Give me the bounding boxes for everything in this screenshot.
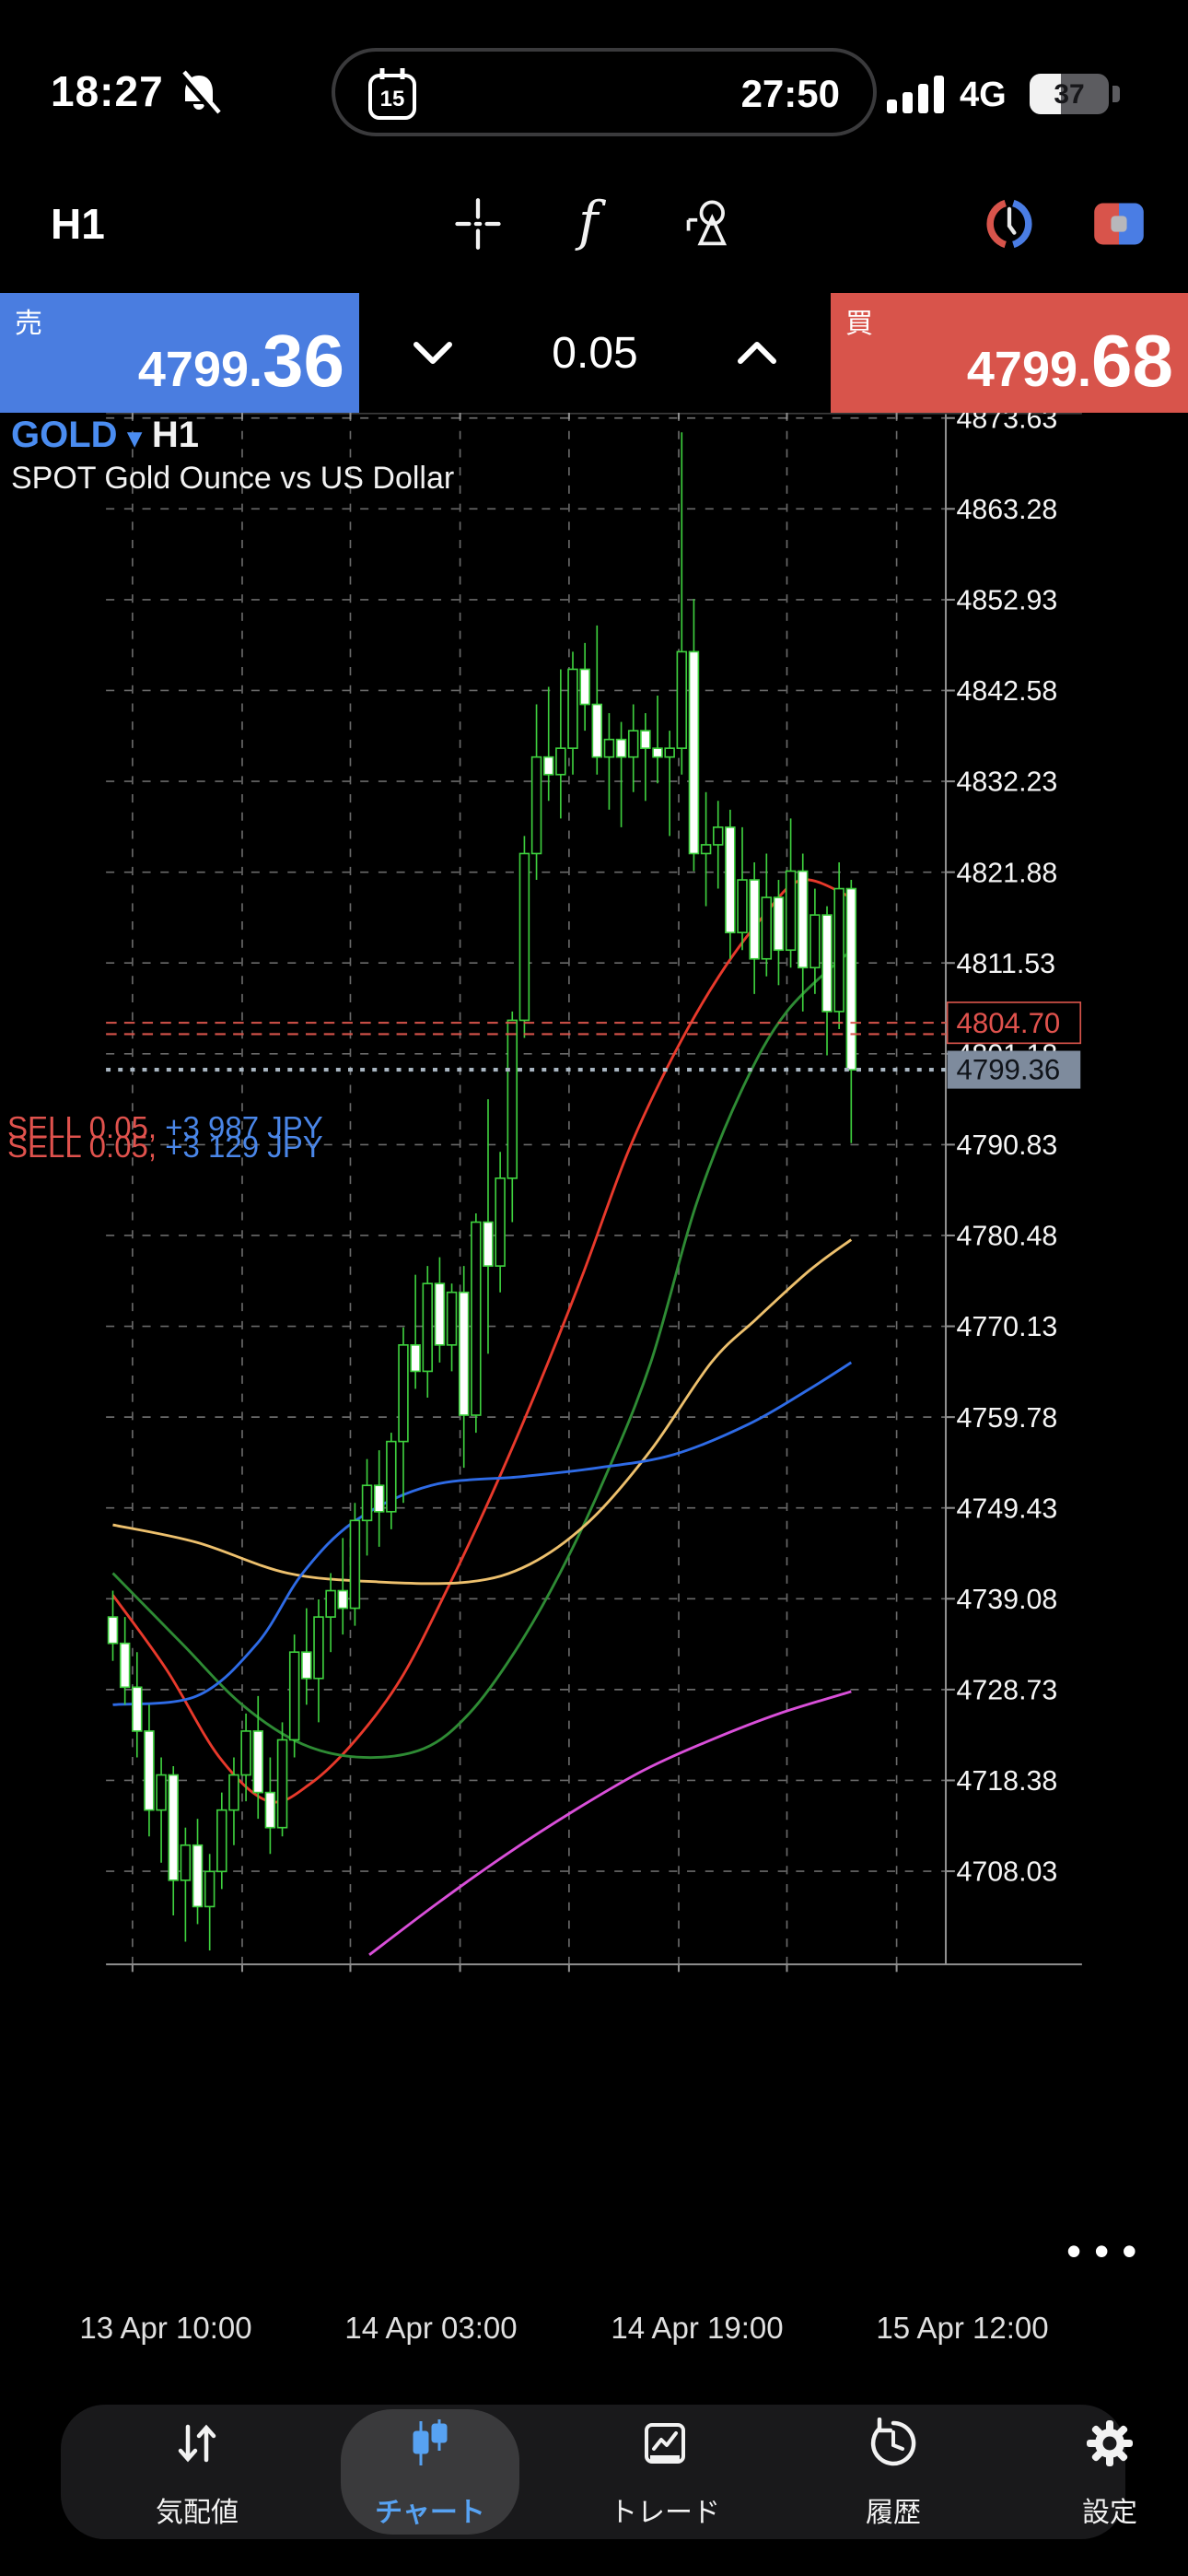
trade-icon bbox=[645, 2423, 685, 2464]
chart-nav-icon bbox=[413, 2419, 448, 2465]
chevron-down-icon bbox=[413, 342, 452, 364]
chart-more-button[interactable]: ••• bbox=[1066, 2227, 1150, 2275]
svg-text:4708.03: 4708.03 bbox=[957, 1856, 1058, 1888]
sell-price-frac: 36 bbox=[262, 320, 344, 402]
nav-item-history[interactable]: 履歴 bbox=[806, 2405, 981, 2539]
battery-nub bbox=[1112, 86, 1120, 102]
svg-text:4728.73: 4728.73 bbox=[957, 1675, 1058, 1706]
sell-price-main: 4799. bbox=[137, 342, 263, 397]
indicators-icon[interactable]: f bbox=[578, 190, 599, 252]
svg-text:4842.58: 4842.58 bbox=[957, 675, 1058, 707]
date-tick: 15 Apr 12:00 bbox=[876, 2311, 1049, 2345]
candle-countdown: 27:50 bbox=[740, 72, 840, 115]
date-tick: 14 Apr 19:00 bbox=[611, 2311, 784, 2345]
svg-text:4790.83: 4790.83 bbox=[957, 1130, 1058, 1161]
quotes-icon bbox=[178, 2424, 216, 2463]
nav-item-quotes[interactable]: 気配値 bbox=[110, 2405, 285, 2539]
live-activity-pill[interactable]: 15 27:50 bbox=[332, 48, 877, 136]
sell-button[interactable]: 売 4799. 36 bbox=[0, 293, 359, 413]
sell-label: 売 bbox=[15, 309, 42, 339]
signal-bars-icon bbox=[887, 76, 944, 113]
volume-decrease-button[interactable] bbox=[359, 293, 507, 413]
network-type: 4G bbox=[960, 76, 1007, 114]
buy-label: 買 bbox=[845, 309, 873, 339]
status-time: 18:27 bbox=[51, 67, 164, 115]
svg-text:4804.70: 4804.70 bbox=[957, 1007, 1061, 1039]
svg-text:4873.63: 4873.63 bbox=[957, 413, 1058, 434]
chart-timeframe: H1 bbox=[151, 415, 199, 455]
trading-sessions-icon[interactable] bbox=[982, 196, 1037, 252]
date-tick: 13 Apr 10:00 bbox=[79, 2311, 252, 2345]
battery-percent: 37 bbox=[1054, 79, 1085, 110]
nav-item-trade[interactable]: トレード bbox=[577, 2405, 752, 2539]
svg-text:4863.28: 4863.28 bbox=[957, 494, 1058, 525]
ma-red bbox=[111, 878, 852, 1804]
volume-value[interactable]: 0.05 bbox=[552, 328, 638, 378]
settings-gear-icon bbox=[1087, 2420, 1133, 2466]
svg-text:4759.78: 4759.78 bbox=[957, 1402, 1058, 1434]
battery-icon: 37 bbox=[1030, 74, 1109, 114]
symbol-selector[interactable]: GOLD ▾ H1 bbox=[11, 415, 199, 456]
nav-active-pill bbox=[341, 2409, 519, 2535]
ma-green bbox=[111, 949, 853, 1760]
ma-blue bbox=[112, 1361, 853, 1706]
position-label: SELL 0.05, +3 987 JPY bbox=[7, 1110, 323, 1144]
objects-icon[interactable] bbox=[681, 196, 736, 252]
crosshair-icon[interactable] bbox=[450, 196, 506, 252]
buy-button[interactable]: 買 4799. 68 bbox=[831, 293, 1188, 413]
svg-text:4770.13: 4770.13 bbox=[957, 1311, 1058, 1342]
svg-text:4811.53: 4811.53 bbox=[957, 948, 1056, 979]
ma-magenta bbox=[368, 1690, 852, 1956]
buy-price-frac: 68 bbox=[1091, 320, 1173, 402]
chart-canvas[interactable]: 4873.63 4863.28 4852.93 4842.58 4832.23 4821.… bbox=[0, 413, 1188, 2313]
svg-text:4739.08: 4739.08 bbox=[957, 1584, 1058, 1615]
symbol-description: SPOT Gold Ounce vs US Dollar bbox=[11, 461, 455, 496]
history-icon bbox=[870, 2418, 916, 2466]
chevron-up-icon bbox=[738, 342, 776, 364]
symbol-dropdown-icon: ▾ bbox=[127, 423, 142, 453]
depth-of-market-icon[interactable] bbox=[1091, 196, 1147, 252]
date-tick: 14 Apr 03:00 bbox=[344, 2311, 518, 2345]
position-label: SELL 0.05, +3 129 JPY bbox=[7, 1130, 323, 1164]
volume-increase-button[interactable] bbox=[683, 293, 831, 413]
nav-item-chart[interactable]: チャート bbox=[343, 2405, 518, 2539]
buy-price-main: 4799. bbox=[966, 342, 1092, 397]
calendar-day: 15 bbox=[379, 87, 405, 111]
ma-yellow bbox=[112, 1238, 853, 1586]
svg-text:4780.48: 4780.48 bbox=[957, 1221, 1058, 1252]
bottom-nav: 気配値 チャート トレード bbox=[61, 2405, 1137, 2539]
symbol-name: GOLD bbox=[11, 415, 118, 455]
bell-muted-icon bbox=[179, 70, 221, 117]
battery-fill bbox=[1030, 74, 1062, 114]
svg-text:4852.93: 4852.93 bbox=[957, 585, 1058, 616]
calendar-icon bbox=[368, 68, 416, 120]
timeframe-button[interactable]: H1 bbox=[51, 200, 105, 248]
volume-stepper: 0.05 bbox=[359, 293, 831, 413]
svg-text:4832.23: 4832.23 bbox=[957, 767, 1058, 798]
trade-panel: 売 4799. 36 0.05 買 4799. 68 bbox=[0, 293, 1188, 413]
svg-text:4718.38: 4718.38 bbox=[957, 1765, 1058, 1797]
svg-text:4799.36: 4799.36 bbox=[957, 1054, 1061, 1086]
svg-text:4821.88: 4821.88 bbox=[957, 857, 1058, 888]
nav-item-settings[interactable]: 設定 bbox=[1022, 2405, 1188, 2539]
svg-text:4749.43: 4749.43 bbox=[957, 1493, 1058, 1524]
